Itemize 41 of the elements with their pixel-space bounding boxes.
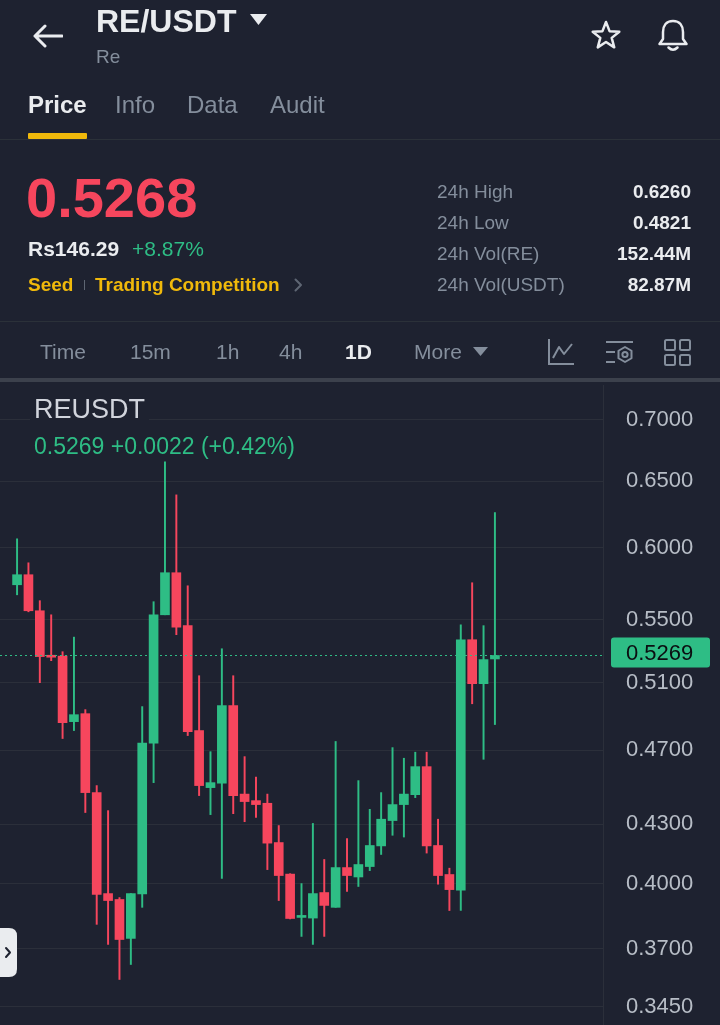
y-tick-label: 0.4700 [626, 736, 694, 762]
y-tick-label: 0.6000 [626, 533, 694, 559]
candlestick [239, 756, 250, 823]
text: 24h High [437, 180, 514, 204]
text: 0.6260 [632, 180, 691, 204]
text: 1D [345, 339, 372, 365]
text: 4h [279, 339, 303, 365]
text: 82.87M [627, 273, 691, 297]
text: 0.4821 [632, 211, 691, 235]
text: More [414, 339, 462, 365]
y-tick-label: 0.7000 [626, 405, 694, 431]
y-tick-label: 0.3700 [626, 934, 694, 960]
text: Data [187, 90, 238, 120]
chart-title: REUSDT [30, 393, 150, 426]
text: 15m [130, 339, 171, 365]
text: RE/USDT [96, 1, 237, 41]
text: 152.44M [617, 242, 691, 266]
text: +8.87% [132, 236, 204, 262]
text: 24h Vol(RE) [437, 242, 540, 266]
text: Info [115, 90, 156, 120]
y-tick-label: 0.4300 [626, 810, 694, 836]
y-tick-label: 0.5100 [626, 668, 694, 694]
text: 0.5269 +0.0022 (+0.42%) [34, 433, 295, 459]
text: Time [40, 339, 86, 365]
y-tick-label: 0.4000 [626, 870, 694, 896]
text: Rs146.29 [28, 236, 120, 262]
y-tick-label: 0.3450 [626, 992, 694, 1018]
text: Audit [270, 90, 325, 120]
candlestick [251, 776, 261, 818]
y-tick-label: 0.5500 [626, 605, 694, 631]
text: Re [96, 45, 121, 69]
text: Seed [28, 273, 74, 297]
ref-line-label: 0.5269 [626, 639, 694, 665]
text: 1h [216, 339, 240, 365]
text: 0.5268 [26, 165, 198, 232]
candlestick [353, 780, 364, 887]
y-tick-label: 0.6500 [626, 467, 694, 493]
text: Trading Competition [95, 273, 280, 297]
text: 24h Low [437, 211, 509, 235]
text: 24h Vol(USDT) [437, 273, 565, 297]
text: Price [28, 90, 87, 120]
